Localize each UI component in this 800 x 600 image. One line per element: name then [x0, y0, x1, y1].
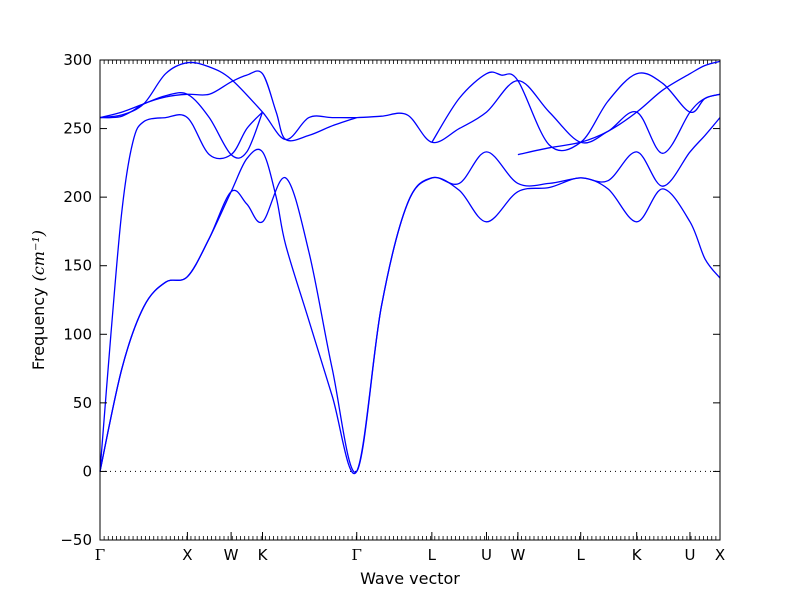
y-tick-label: 200: [63, 188, 92, 206]
x-tick-label: K: [632, 546, 643, 564]
x-tick-label: X: [182, 546, 192, 564]
y-tick-label: 50: [73, 394, 92, 412]
band-line-3: [99, 70, 357, 142]
y-axis-label-text: Frequency: [29, 287, 48, 370]
x-tick-label: U: [684, 546, 695, 564]
x-axis-label: Wave vector: [360, 569, 460, 588]
band-line-8: [517, 93, 721, 156]
x-tick-label: L: [428, 546, 437, 564]
band-line-2: [99, 117, 721, 475]
y-axis-ticks: −50 0 50 100 150 200 250 300: [60, 51, 720, 549]
y-tick-label: 0: [82, 462, 92, 480]
y-axis-label-group: Frequency (cm⁻¹): [29, 230, 48, 370]
y-tick-label: 150: [63, 257, 92, 275]
y-axis-label-unit: (cm⁻¹): [29, 230, 48, 281]
y-tick-label: 250: [63, 120, 92, 138]
x-tick-label: U: [481, 546, 492, 564]
x-tick-label: L: [577, 546, 586, 564]
y-axis-label: Frequency (cm⁻¹): [29, 230, 48, 370]
x-tick-label: W: [510, 546, 525, 564]
x-tick-label: X: [715, 546, 725, 564]
band-series: [99, 60, 721, 475]
y-tick-label: 300: [63, 51, 92, 69]
minor-ticks: [99, 60, 721, 540]
band-line-4: [99, 111, 263, 472]
band-line-5: [99, 60, 721, 144]
y-tick-label: −50: [60, 531, 92, 549]
band-line-6: [99, 92, 264, 159]
x-tick-label: Γ: [95, 546, 105, 564]
x-tick-label: W: [224, 546, 239, 564]
y-tick-label: 100: [63, 325, 92, 343]
plot-frame: [99, 59, 721, 541]
x-tick-label: K: [258, 546, 269, 564]
x-tick-label: Γ: [352, 546, 362, 564]
